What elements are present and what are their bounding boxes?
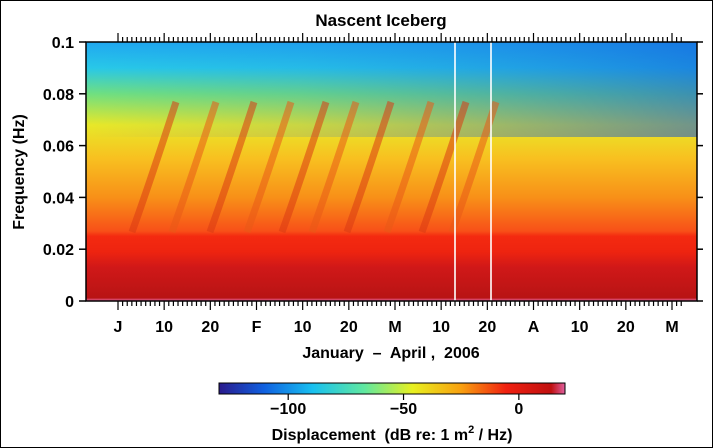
x-tick-label: M — [665, 319, 678, 336]
colorbar-label-suffix: / Hz) — [474, 427, 512, 444]
swell-streak — [128, 100, 180, 234]
colorbar-label-prefix: Displacement (dB re: 1 m — [272, 427, 469, 444]
x-tick-label: 20 — [478, 319, 496, 336]
swell-streak — [278, 100, 330, 234]
y-tick-label: 0.04 — [43, 190, 74, 207]
swell-streak — [343, 100, 395, 234]
data-gaps — [454, 42, 492, 301]
colorbar: −100 −50 0 Displacement (dB re: 1 m2 / Hz) — [218, 382, 566, 444]
late-season-blue-band — [86, 42, 697, 137]
y-tick-label: 0.1 — [52, 35, 74, 52]
x-tick-label: M — [388, 319, 401, 336]
swell-streak — [206, 100, 258, 234]
y-tick-label: 0 — [65, 294, 74, 311]
x-tick-label: 10 — [571, 319, 589, 336]
y-axis: 0 0.02 0.04 0.06 0.08 0.1 — [43, 35, 703, 311]
y-tick-label: 0.06 — [43, 139, 74, 156]
colorbar-tick-label: −50 — [390, 401, 417, 418]
chart-title: Nascent Iceberg — [315, 11, 446, 30]
x-tick-label: 20 — [201, 319, 219, 336]
y-tick-label: 0.08 — [43, 87, 74, 104]
plot-area — [86, 42, 697, 301]
x-tick-label: 10 — [432, 319, 450, 336]
swell-streak — [308, 100, 360, 234]
x-tick-label: F — [252, 319, 262, 336]
x-axis-label: January – April , 2006 — [302, 345, 479, 362]
colorbar-label-sup: 2 — [468, 424, 474, 436]
colorbar-ticks: −100 −50 0 — [270, 394, 523, 418]
x-tick-label: 20 — [340, 319, 358, 336]
colorbar-gradient — [218, 382, 566, 395]
swell-streak — [243, 100, 295, 234]
x-tick-label: 10 — [294, 319, 312, 336]
x-tick-label: 10 — [155, 319, 173, 336]
swell-streaks — [128, 100, 500, 234]
swell-streak — [168, 100, 220, 234]
x-axis: J 10 20 F 10 20 M 10 20 A 10 20 M — [114, 33, 682, 336]
colorbar-tick-label: 0 — [514, 401, 523, 418]
y-axis-label: Frequency (Hz) — [11, 114, 28, 230]
colorbar-tick-label: −100 — [270, 401, 306, 418]
colorbar-label: Displacement (dB re: 1 m2 / Hz) — [272, 424, 513, 444]
x-tick-label: A — [528, 319, 540, 336]
x-tick-label: J — [114, 319, 123, 336]
x-tick-label: 20 — [617, 319, 635, 336]
swell-streak — [383, 100, 435, 234]
y-tick-label: 0.02 — [43, 242, 74, 259]
swell-streak — [418, 100, 470, 234]
plot-border — [85, 41, 698, 302]
